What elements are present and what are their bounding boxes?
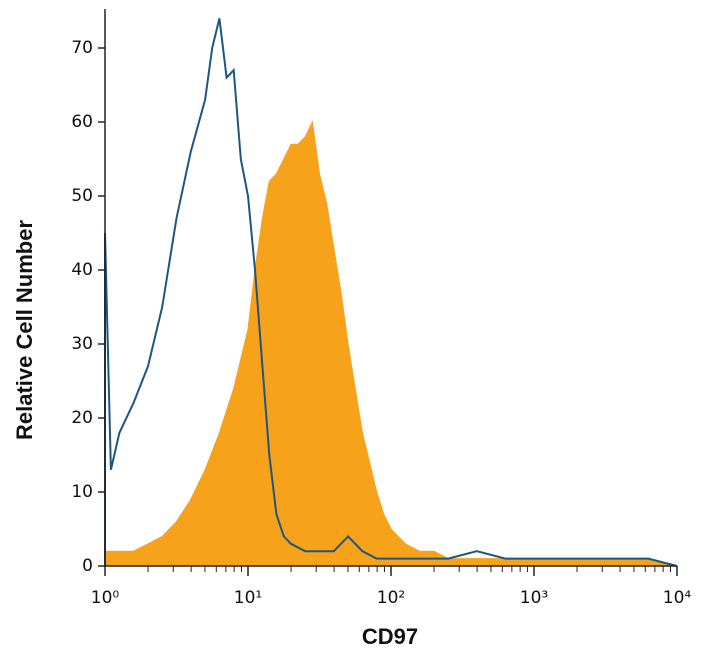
y-tick-label: 60 — [71, 112, 93, 132]
x-tick-label: 10² — [377, 588, 405, 608]
y-tick-label: 0 — [82, 556, 93, 576]
x-tick-label: 10⁰ — [91, 588, 120, 608]
x-tick-label: 10¹ — [234, 588, 262, 608]
x-tick-label: 10³ — [520, 588, 548, 608]
y-tick-label: 20 — [71, 408, 93, 428]
y-tick-label: 10 — [71, 482, 93, 502]
y-axis-title: Relative Cell Number — [12, 220, 37, 441]
area — [104, 120, 678, 567]
y-tick-label: 40 — [71, 260, 93, 280]
y-tick-label: 30 — [71, 334, 93, 354]
y-tick-label: 70 — [71, 38, 93, 58]
y-tick-label: 50 — [71, 186, 93, 206]
x-tick-label: 10⁴ — [663, 588, 692, 608]
x-axis-title: CD97 — [362, 624, 418, 649]
line — [104, 18, 678, 567]
